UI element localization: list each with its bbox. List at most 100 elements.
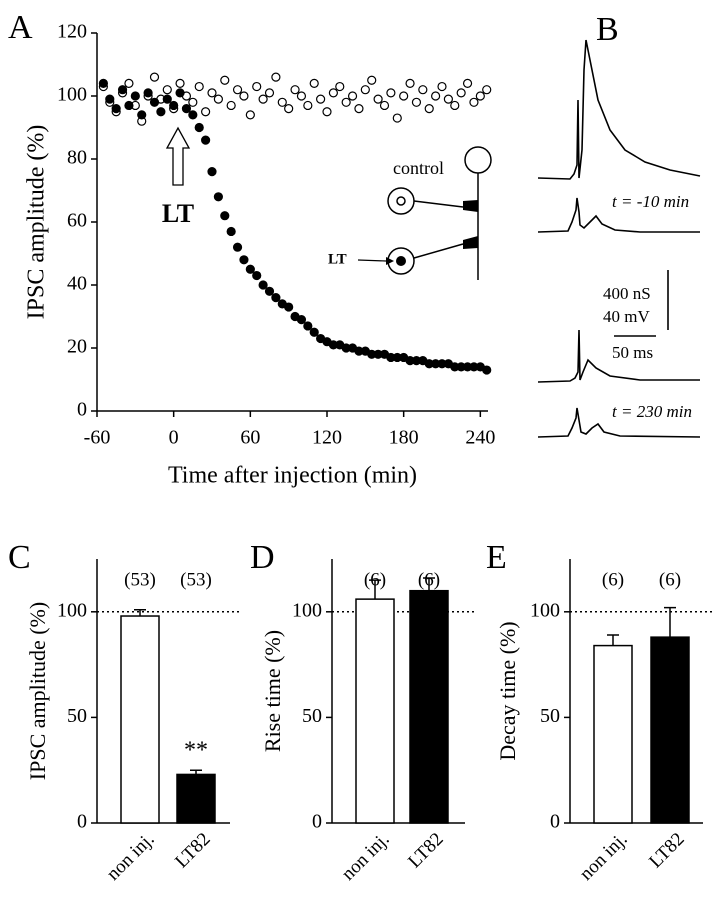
data-point <box>290 85 300 95</box>
y-tick-label: 100 <box>57 599 87 621</box>
data-point <box>456 88 466 98</box>
significance-label: ** <box>184 738 208 764</box>
bar <box>120 615 160 824</box>
data-point <box>303 321 313 331</box>
data-point <box>347 91 358 101</box>
data-point <box>181 103 192 114</box>
panel-label: A <box>8 9 33 46</box>
data-point <box>258 280 268 290</box>
data-point <box>309 78 319 89</box>
data-point <box>475 91 485 101</box>
scale-bar-label: 40 mV <box>603 307 650 326</box>
data-point <box>303 100 313 111</box>
data-point <box>207 167 217 177</box>
y-tick-label: 100 <box>530 599 560 621</box>
data-point <box>316 94 326 104</box>
data-point <box>245 264 255 274</box>
data-point <box>137 110 147 120</box>
data-point <box>232 242 243 252</box>
y-tick-label: 100 <box>57 84 87 106</box>
bar <box>355 598 395 824</box>
data-point <box>232 85 243 95</box>
data-point <box>284 103 294 114</box>
data-point <box>367 75 377 85</box>
data-point <box>482 85 492 95</box>
data-point <box>124 78 134 89</box>
data-point <box>149 72 160 82</box>
data-point <box>207 88 217 98</box>
injection-arrow <box>165 126 191 186</box>
data-point <box>188 97 198 107</box>
data-point <box>271 293 281 303</box>
y-tick-label: 50 <box>302 705 322 727</box>
data-point <box>175 78 185 89</box>
data-point <box>443 94 453 104</box>
data-point <box>354 103 364 114</box>
y-tick-label: 20 <box>67 336 87 358</box>
y-tick-label: 80 <box>67 147 87 169</box>
data-point <box>130 91 140 101</box>
trace-label: t = 230 min <box>612 402 692 421</box>
x-tick-label: 60 <box>240 427 260 449</box>
bar <box>409 589 449 824</box>
data-point <box>322 107 332 117</box>
x-tick-label: LT82 <box>171 829 214 872</box>
x-axis-title: Time after injection (min) <box>168 463 417 489</box>
y-tick-label: 0 <box>77 399 87 421</box>
n-label: (6) <box>602 569 624 590</box>
data-point <box>309 327 319 337</box>
y-tick-label: 50 <box>67 705 87 727</box>
data-point <box>431 91 441 101</box>
n-label: (6) <box>364 569 386 590</box>
data-point <box>392 113 402 123</box>
data-point <box>386 88 396 98</box>
error-bar <box>664 606 676 638</box>
bar <box>176 773 216 824</box>
inset-label: control <box>393 158 444 178</box>
panel-label: D <box>250 539 275 576</box>
n-label: (53) <box>180 569 212 590</box>
y-tick-label: 100 <box>292 599 322 621</box>
data-point <box>341 97 351 107</box>
data-point <box>405 78 415 89</box>
data-point <box>296 315 307 325</box>
y-axis-title: Decay time (%) <box>495 621 520 760</box>
data-point <box>213 192 223 202</box>
data-point <box>201 107 211 117</box>
panel-label: B <box>596 11 619 48</box>
data-point <box>169 100 179 111</box>
x-tick-label: LT82 <box>404 829 447 872</box>
data-point <box>143 88 153 98</box>
panel-label: C <box>8 539 31 576</box>
y-tick-label: 0 <box>77 811 87 833</box>
data-point <box>277 97 287 107</box>
data-point <box>194 122 204 133</box>
x-tick-label: LT82 <box>645 829 688 872</box>
data-point <box>437 81 447 92</box>
data-point <box>188 110 198 120</box>
data-point <box>194 81 204 92</box>
data-point <box>111 103 121 114</box>
traces <box>537 39 701 438</box>
error-bar <box>190 769 202 775</box>
x-tick-label: -60 <box>84 427 111 449</box>
y-tick-label: 40 <box>67 273 87 295</box>
error-bar <box>369 579 381 600</box>
x-tick-label: 240 <box>465 427 495 449</box>
data-point <box>264 88 275 98</box>
data-point <box>335 81 345 92</box>
data-point <box>213 94 223 104</box>
data-point <box>360 85 370 95</box>
data-point <box>264 286 275 296</box>
data-point <box>271 72 281 82</box>
y-tick-label: 60 <box>67 210 87 232</box>
y-axis-title: Rise time (%) <box>260 630 285 752</box>
scale-bar-label: 400 nS <box>603 284 651 303</box>
data-point <box>399 91 409 101</box>
data-point <box>252 270 262 281</box>
scale-bar-label: 50 ms <box>612 343 653 362</box>
data-point <box>117 85 128 95</box>
data-point <box>284 302 294 312</box>
y-tick-label: 50 <box>540 705 560 727</box>
